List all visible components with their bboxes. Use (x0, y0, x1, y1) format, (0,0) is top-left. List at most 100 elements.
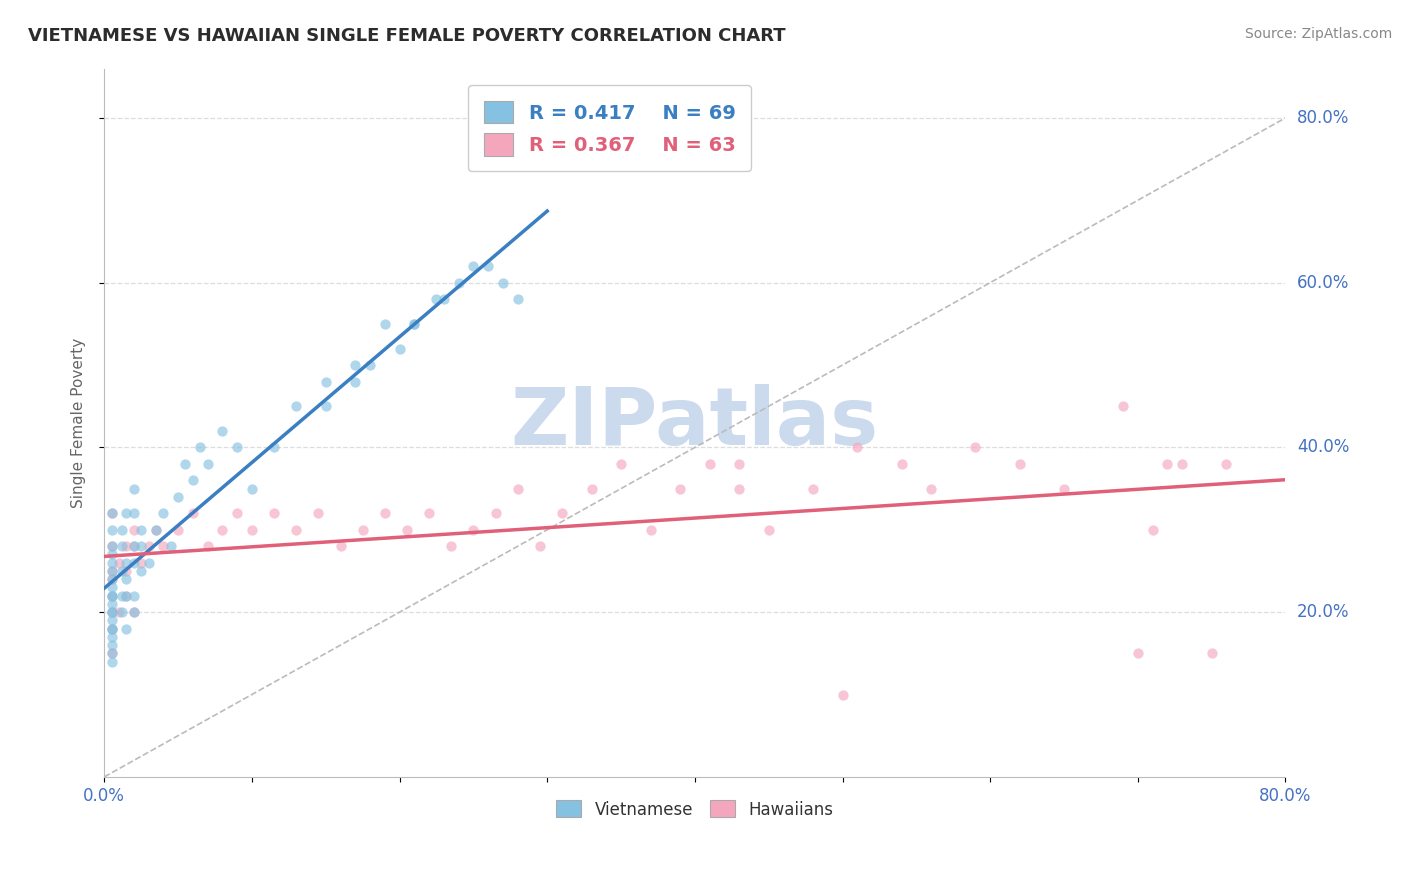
Text: 60.0%: 60.0% (1298, 274, 1350, 292)
Point (1201, 646, 1223, 660)
Point (551, 506, 574, 520)
Point (152, 539, 174, 553)
Text: 80.0%: 80.0% (1298, 109, 1350, 127)
Point (145, 523, 167, 537)
Point (285, 523, 308, 537)
Text: 20.0%: 20.0% (1298, 603, 1350, 621)
Point (211, 424, 233, 438)
Point (728, 482, 751, 496)
Point (115, 589, 138, 603)
Point (433, 292, 456, 306)
Point (167, 523, 190, 537)
Point (122, 589, 145, 603)
Point (211, 523, 233, 537)
Point (100, 581, 122, 595)
Point (315, 399, 337, 413)
Point (122, 539, 145, 553)
Point (395, 523, 418, 537)
Point (352, 523, 374, 537)
Point (263, 506, 285, 520)
Point (115, 622, 138, 636)
Point (181, 474, 204, 488)
Point (100, 572, 122, 586)
Point (100, 589, 122, 603)
Text: 40.0%: 40.0% (1298, 438, 1350, 457)
Point (1215, 457, 1237, 471)
Text: VIETNAMESE VS HAWAIIAN SINGLE FEMALE POVERTY CORRELATION CHART: VIETNAMESE VS HAWAIIAN SINGLE FEMALE POV… (28, 27, 786, 45)
Point (315, 375, 337, 389)
Point (374, 506, 396, 520)
Point (122, 605, 145, 619)
Point (374, 317, 396, 331)
Point (122, 605, 145, 619)
Point (506, 482, 529, 496)
Point (129, 539, 152, 553)
Point (344, 358, 367, 372)
Point (111, 523, 134, 537)
Point (100, 589, 122, 603)
Point (145, 523, 167, 537)
Point (100, 646, 122, 660)
Point (108, 605, 131, 619)
Point (240, 482, 263, 496)
Point (506, 292, 529, 306)
Point (846, 441, 869, 455)
Point (138, 539, 160, 553)
Text: ZIPatlas: ZIPatlas (510, 384, 879, 462)
Point (226, 441, 249, 455)
Point (122, 556, 145, 570)
Point (440, 539, 463, 553)
Point (890, 457, 912, 471)
Point (463, 523, 485, 537)
Point (492, 276, 515, 290)
Point (1126, 646, 1149, 660)
Point (129, 556, 152, 570)
Point (404, 317, 426, 331)
Point (484, 506, 506, 520)
Point (167, 490, 190, 504)
Point (129, 564, 152, 578)
Point (388, 342, 411, 356)
Point (174, 457, 197, 471)
Point (610, 457, 633, 471)
Point (115, 572, 138, 586)
Point (425, 292, 447, 306)
Point (758, 523, 780, 537)
Point (100, 613, 122, 627)
Point (100, 605, 122, 619)
Point (1053, 482, 1076, 496)
Point (100, 638, 122, 652)
Point (100, 506, 122, 520)
Point (1171, 457, 1194, 471)
Point (197, 457, 219, 471)
Point (463, 259, 485, 273)
Point (477, 259, 499, 273)
Point (108, 556, 131, 570)
Point (801, 482, 824, 496)
Point (129, 523, 152, 537)
Point (115, 506, 138, 520)
Point (159, 539, 181, 553)
Point (122, 482, 145, 496)
Point (111, 589, 134, 603)
Point (100, 506, 122, 520)
Point (100, 589, 122, 603)
Point (263, 441, 285, 455)
Point (1142, 523, 1164, 537)
Point (359, 358, 381, 372)
Point (100, 622, 122, 636)
Point (100, 597, 122, 611)
Point (965, 441, 987, 455)
Point (669, 482, 692, 496)
Point (344, 375, 367, 389)
Y-axis label: Single Female Poverty: Single Female Poverty (72, 337, 86, 508)
Point (111, 539, 134, 553)
Point (100, 523, 122, 537)
Point (115, 564, 138, 578)
Point (100, 539, 122, 553)
Point (188, 441, 211, 455)
Point (699, 457, 721, 471)
Point (115, 589, 138, 603)
Point (115, 539, 138, 553)
Point (100, 630, 122, 644)
